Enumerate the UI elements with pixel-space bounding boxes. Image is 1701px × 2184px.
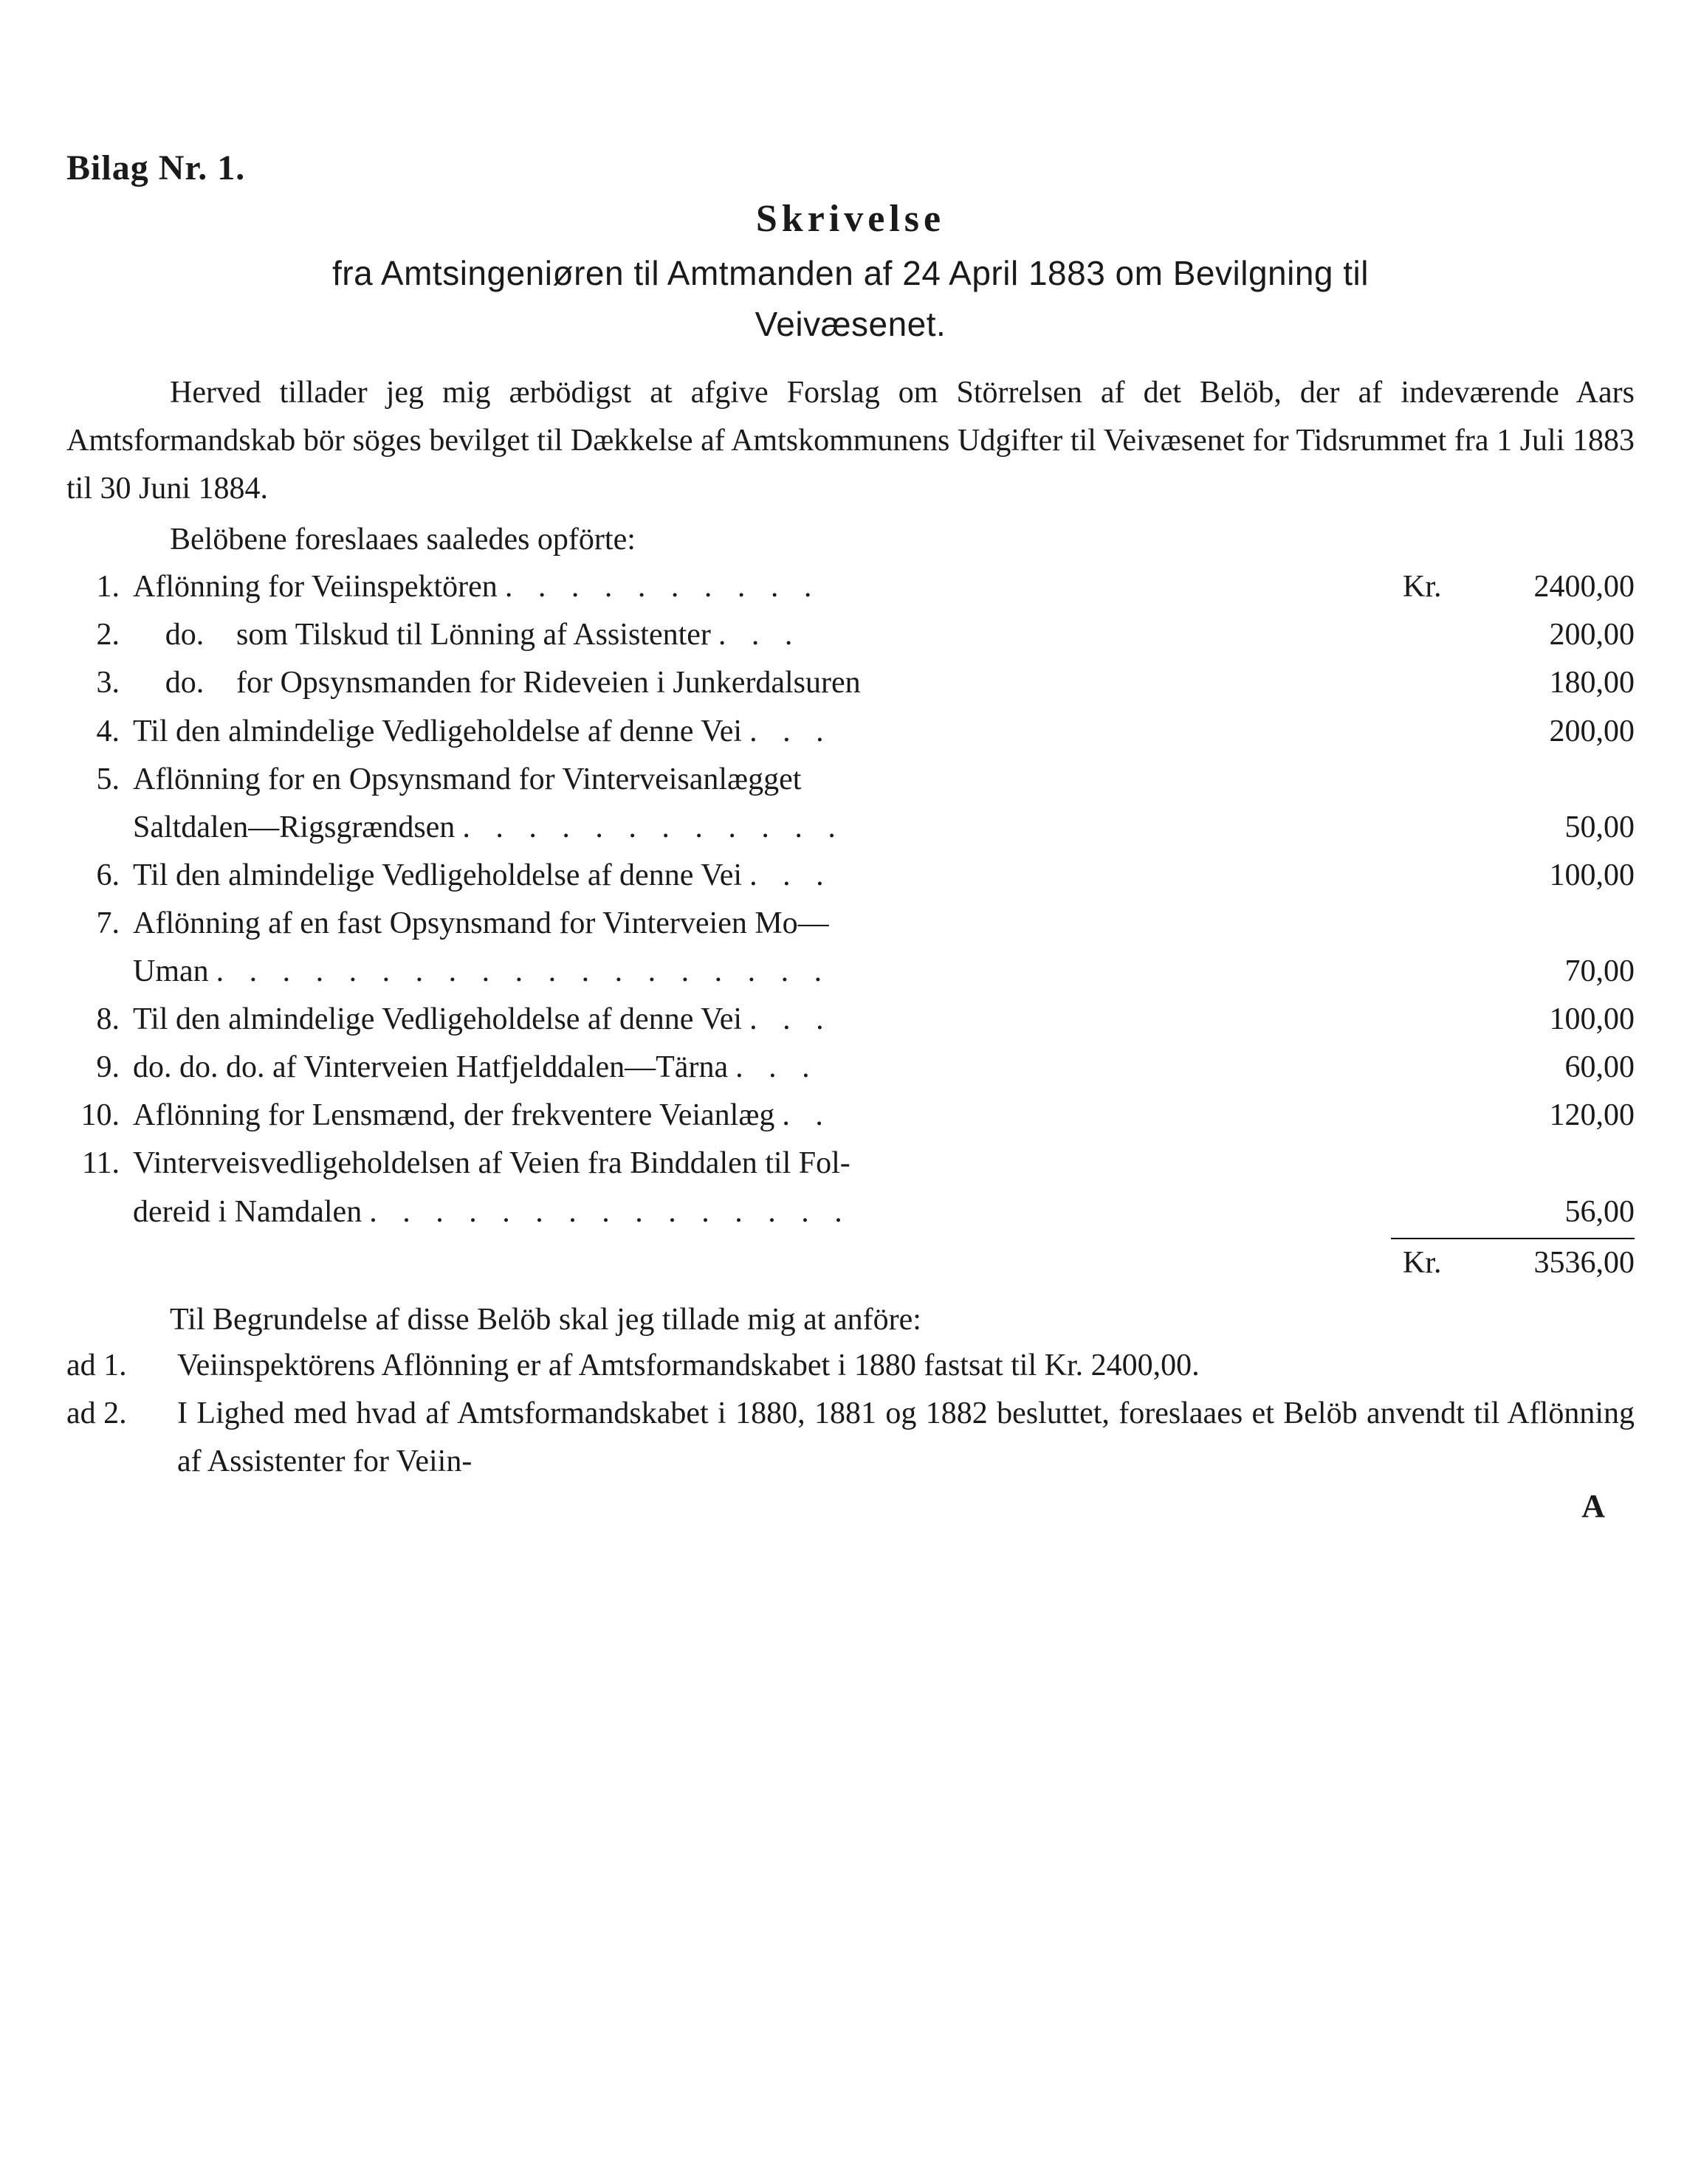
item-description-cont: Uman. . . . . . . . . . . . . . . . . . … <box>133 948 1391 996</box>
item-currency: Kr. <box>1391 563 1472 611</box>
budget-item: 1. Aflönning for Veiinspektören. . . . .… <box>66 563 1635 611</box>
item-description: Til den almindelige Vedligeholdelse af d… <box>133 852 1391 900</box>
budget-item-continuation: Uman. . . . . . . . . . . . . . . . . . … <box>66 948 1635 996</box>
budget-item: 2. do.som Tilskud til Lönning af Assiste… <box>66 611 1635 659</box>
ad-item: ad 2. I Lighed med hvad af Amtsformandsk… <box>66 1390 1635 1486</box>
subtitle-line-2: Veivæsenet. <box>755 305 946 343</box>
budget-item: 8. Til den almindelige Vedligeholdelse a… <box>66 996 1635 1044</box>
item-number: 1. <box>66 563 133 611</box>
intro-paragraph: Herved tillader jeg mig ærbödigst at afg… <box>66 369 1635 513</box>
item-number: 8. <box>66 996 133 1044</box>
item-description: Til den almindelige Vedligeholdelse af d… <box>133 708 1391 756</box>
total-row: Kr. 3536,00 <box>66 1238 1635 1287</box>
item-amount: 180,00 <box>1472 659 1635 707</box>
total-currency: Kr. <box>1391 1238 1472 1287</box>
page-marker: A <box>66 1487 1635 1525</box>
item-description: Aflönning af en fast Opsynsmand for Vint… <box>133 900 1391 948</box>
ad-label: ad 2. <box>66 1390 177 1438</box>
ad-text: Veiinspektörens Aflönning er af Amtsform… <box>177 1342 1635 1390</box>
item-number: 11. <box>66 1140 133 1188</box>
budget-item: 3. do.for Opsynsmanden for Rideveien i J… <box>66 659 1635 707</box>
item-description: Vinterveisvedligeholdelsen af Veien fra … <box>133 1140 1391 1188</box>
intro-text: Herved tillader jeg mig ærbödigst at afg… <box>66 376 1635 506</box>
total-amount: 3536,00 <box>1472 1238 1635 1287</box>
ad-label: ad 1. <box>66 1342 177 1390</box>
item-amount: 50,00 <box>1472 804 1635 852</box>
budget-item: 4. Til den almindelige Vedligeholdelse a… <box>66 708 1635 756</box>
ad-item: ad 1. Veiinspektörens Aflönning er af Am… <box>66 1342 1635 1390</box>
skrivelse-title: Skrivelse <box>66 197 1635 241</box>
item-amount: 200,00 <box>1472 611 1635 659</box>
budget-item-continuation: Saltdalen—Rigsgrændsen. . . . . . . . . … <box>66 804 1635 852</box>
ad-text: I Lighed med hvad af Amtsformandskabet i… <box>177 1390 1635 1486</box>
item-number: 7. <box>66 900 133 948</box>
item-number: 2. <box>66 611 133 659</box>
item-amount: 100,00 <box>1472 996 1635 1044</box>
budget-item: 10. Aflönning for Lensmænd, der frekvent… <box>66 1092 1635 1140</box>
subtitle-line-1: fra Amtsingeniøren til Amtmanden af 24 A… <box>332 254 1369 292</box>
document-subtitle: fra Amtsingeniøren til Amtmanden af 24 A… <box>66 248 1635 350</box>
bilag-heading: Bilag Nr. 1. <box>66 148 1635 188</box>
budget-item: 11. Vinterveisvedligeholdelsen af Veien … <box>66 1140 1635 1188</box>
item-number: 10. <box>66 1092 133 1140</box>
item-amount: 100,00 <box>1472 852 1635 900</box>
item-description: Aflönning for Veiinspektören. . . . . . … <box>133 563 1391 611</box>
item-number: 4. <box>66 708 133 756</box>
item-amount: 56,00 <box>1472 1188 1635 1236</box>
budget-item: 5. Aflönning for en Opsynsmand for Vinte… <box>66 756 1635 804</box>
item-number: 3. <box>66 659 133 707</box>
list-intro: Belöbene foreslaaes saaledes opförte: <box>170 522 1635 557</box>
item-number: 6. <box>66 852 133 900</box>
item-description: Aflönning for en Opsynsmand for Vinterve… <box>133 756 1391 804</box>
budget-item: 6. Til den almindelige Vedligeholdelse a… <box>66 852 1635 900</box>
item-amount: 120,00 <box>1472 1092 1635 1140</box>
budget-item-continuation: dereid i Namdalen. . . . . . . . . . . .… <box>66 1188 1635 1236</box>
item-amount: 200,00 <box>1472 708 1635 756</box>
item-description: Til den almindelige Vedligeholdelse af d… <box>133 996 1391 1044</box>
item-description: do.for Opsynsmanden for Rideveien i Junk… <box>133 659 1391 707</box>
document-page: Bilag Nr. 1. Skrivelse fra Amtsingeniøre… <box>66 148 1635 1525</box>
budget-item: 9. do. do. do. af Vinterveien Hatfjeldda… <box>66 1044 1635 1092</box>
justification-intro: Til Begrundelse af disse Belöb skal jeg … <box>170 1302 1635 1337</box>
item-number: 9. <box>66 1044 133 1092</box>
item-description: do. do. do. af Vinterveien Hatfjelddalen… <box>133 1044 1391 1092</box>
item-description: do.som Tilskud til Lönning af Assistente… <box>133 611 1391 659</box>
item-amount: 2400,00 <box>1472 563 1635 611</box>
item-description-cont: Saltdalen—Rigsgrændsen. . . . . . . . . … <box>133 804 1391 852</box>
item-description: Aflönning for Lensmænd, der frekventere … <box>133 1092 1391 1140</box>
item-description-cont: dereid i Namdalen. . . . . . . . . . . .… <box>133 1188 1391 1236</box>
item-number: 5. <box>66 756 133 804</box>
budget-item: 7. Aflönning af en fast Opsynsmand for V… <box>66 900 1635 948</box>
item-amount: 60,00 <box>1472 1044 1635 1092</box>
item-amount: 70,00 <box>1472 948 1635 996</box>
